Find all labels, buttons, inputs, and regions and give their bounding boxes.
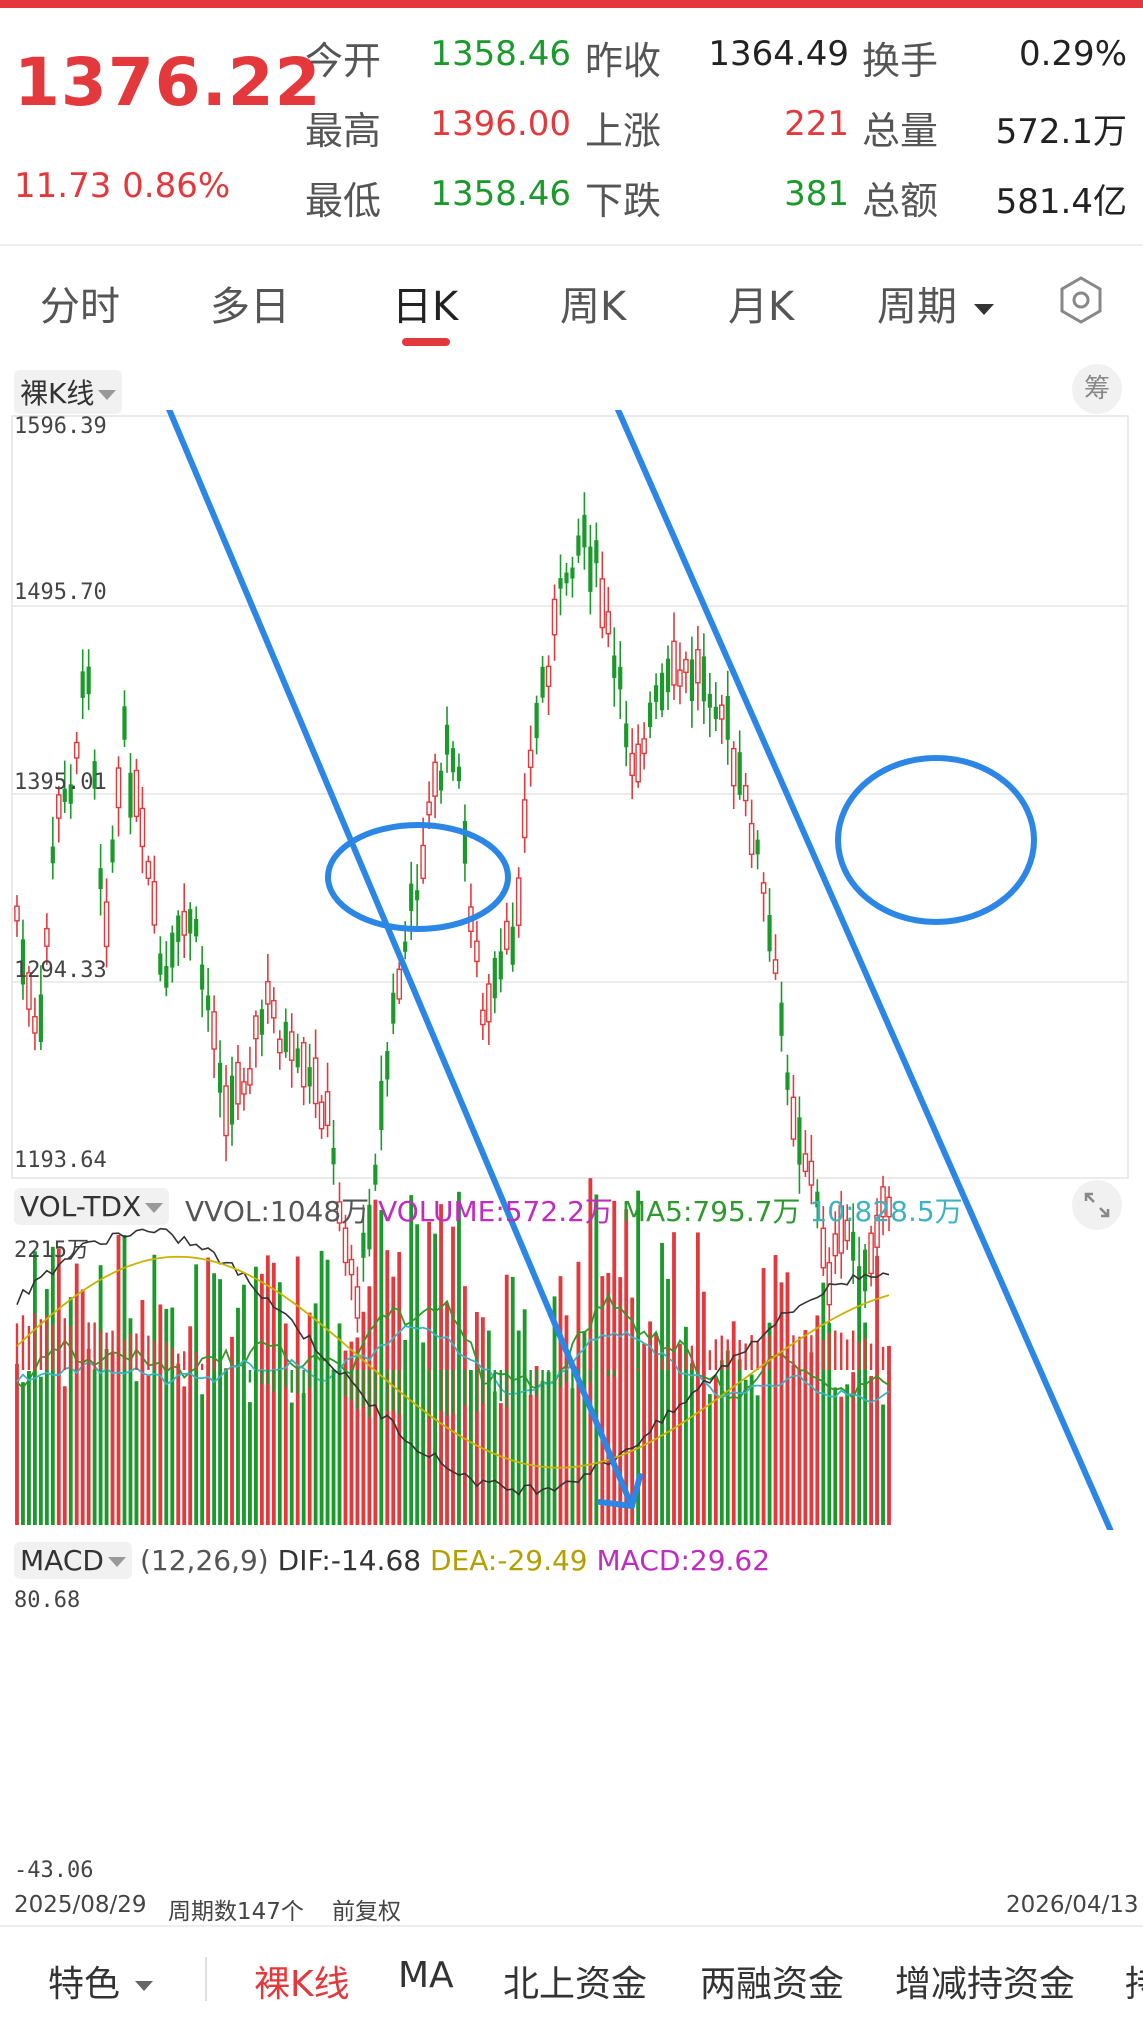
active-tab-indicator xyxy=(402,338,450,346)
vvol-value: VVOL:1048万 xyxy=(185,1195,370,1228)
chevron-down-icon xyxy=(135,1981,154,1991)
btab-ma[interactable]: MA xyxy=(398,1955,454,1996)
tab-weekly-k[interactable]: 周K xyxy=(560,284,627,330)
end-date: 2026/04/13 xyxy=(1006,1892,1139,1918)
tab-period[interactable]: 周期 xyxy=(877,274,994,332)
special-dropdown[interactable]: 特色 xyxy=(48,1955,154,2007)
price-label-2: 1495.70 xyxy=(14,580,107,605)
price-change: 11.73 0.86% xyxy=(14,166,231,206)
tab-divider xyxy=(205,1957,207,2001)
advancers-value: 221 xyxy=(784,104,849,144)
volume-max-label: 2215万 xyxy=(14,1238,89,1263)
tab-monthly-k[interactable]: 月K xyxy=(728,284,795,330)
period-tabs: 分时 多日 日K 周K 月K 周期 xyxy=(0,244,1143,356)
ma10-value: 10:828.5万 xyxy=(809,1195,963,1228)
volume-indicator-label: VOL-TDX xyxy=(20,1190,142,1223)
expand-icon xyxy=(1084,1192,1110,1218)
dif-value: DIF:-14.68 xyxy=(277,1544,422,1577)
amount-label: 总额 xyxy=(862,179,939,223)
bottom-indicator-tabs: 特色 裸K线 MA 北上资金 两融资金 增减持资金 持 xyxy=(0,1925,1143,2034)
high-value: 1396.00 xyxy=(430,104,571,144)
adjust-mode[interactable]: 前复权 xyxy=(332,1899,401,1925)
price-label-1: 1596.39 xyxy=(14,414,107,439)
current-price: 1376.22 xyxy=(14,44,322,121)
high-label: 最高 xyxy=(305,109,382,153)
decliners-label: 下跌 xyxy=(585,179,662,223)
advancers-label: 上涨 xyxy=(585,109,662,153)
open-value: 1358.46 xyxy=(430,34,571,74)
btab-northbound[interactable]: 北上资金 xyxy=(503,1964,648,2005)
top-accent-bar xyxy=(0,0,1143,8)
start-date: 2025/08/29 xyxy=(14,1892,147,1918)
volume-value-text: VOLUME:572.2万 xyxy=(378,1195,613,1228)
price-label-4: 1294.33 xyxy=(14,958,107,983)
macd-params: (12,26,9) xyxy=(140,1544,269,1577)
settings-icon[interactable] xyxy=(1055,274,1107,326)
quote-header: 1376.22 11.73 0.86% 今开 1358.46 昨收 1364.4… xyxy=(0,8,1143,238)
tab-intraday[interactable]: 分时 xyxy=(40,284,120,330)
trend-annotations xyxy=(166,410,1114,1530)
volume-value: 572.1万 xyxy=(995,112,1127,152)
ma5-value: MA5:795.7万 xyxy=(621,1195,801,1228)
macd-bottom-label: -43.06 xyxy=(14,1858,94,1883)
macd-histogram xyxy=(15,1227,891,1496)
prev-close-label: 昨收 xyxy=(585,39,662,83)
amount-value: 581.4亿 xyxy=(995,182,1127,222)
special-label: 特色 xyxy=(48,1964,121,2005)
chip-distribution-button[interactable]: 筹 xyxy=(1072,364,1122,414)
chevron-down-icon xyxy=(145,1203,164,1213)
kline-indicator-select[interactable]: 裸K线 xyxy=(14,370,123,414)
tab-period-label: 周期 xyxy=(877,284,957,330)
prev-close-value: 1364.49 xyxy=(708,34,849,74)
price-label-3: 1395.01 xyxy=(14,770,107,795)
open-label: 今开 xyxy=(305,39,382,83)
kline-indicator-label: 裸K线 xyxy=(20,377,95,410)
volume-label: 总量 xyxy=(862,109,939,153)
tab-daily-k[interactable]: 日K xyxy=(392,284,459,330)
chevron-down-icon xyxy=(107,1557,126,1567)
low-value: 1358.46 xyxy=(430,174,571,214)
kline-candles xyxy=(14,492,892,1333)
dea-value: DEA:-29.49 xyxy=(430,1544,588,1577)
btab-margin[interactable]: 两融资金 xyxy=(700,1964,845,2005)
low-label: 最低 xyxy=(305,179,382,223)
expand-button[interactable] xyxy=(1072,1180,1122,1230)
chevron-down-icon xyxy=(98,390,117,400)
period-count: 周期数147个 xyxy=(168,1899,304,1925)
turnover-label: 换手 xyxy=(862,39,939,83)
price-label-5: 1193.64 xyxy=(14,1148,107,1173)
volume-bars xyxy=(15,1178,891,1525)
macd-indicator-select[interactable]: MACD xyxy=(14,1542,132,1579)
kline-chart[interactable] xyxy=(0,410,1143,1530)
kline-grid xyxy=(11,415,1129,1179)
btab-naked-k[interactable]: 裸K线 xyxy=(254,1964,350,2005)
volume-indicator-select[interactable]: VOL-TDX xyxy=(14,1188,170,1225)
macd-top-label: 80.68 xyxy=(14,1588,81,1613)
macd-indicator-label: MACD xyxy=(20,1544,104,1577)
macd-value: MACD:29.62 xyxy=(596,1544,771,1577)
btab-more[interactable]: 持 xyxy=(1125,1955,1143,2007)
volume-legend: VVOL:1048万 VOLUME:572.2万 MA5:795.7万 10:8… xyxy=(185,1190,963,1230)
decliners-value: 381 xyxy=(784,174,849,214)
macd-legend: (12,26,9) DIF:-14.68 DEA:-29.49 MACD:29.… xyxy=(140,1544,770,1577)
chevron-down-icon xyxy=(973,303,994,315)
tab-multi-day[interactable]: 多日 xyxy=(210,284,290,330)
btab-holdings-change[interactable]: 增减持资金 xyxy=(895,1964,1076,2005)
turnover-value: 0.29% xyxy=(1018,34,1127,74)
